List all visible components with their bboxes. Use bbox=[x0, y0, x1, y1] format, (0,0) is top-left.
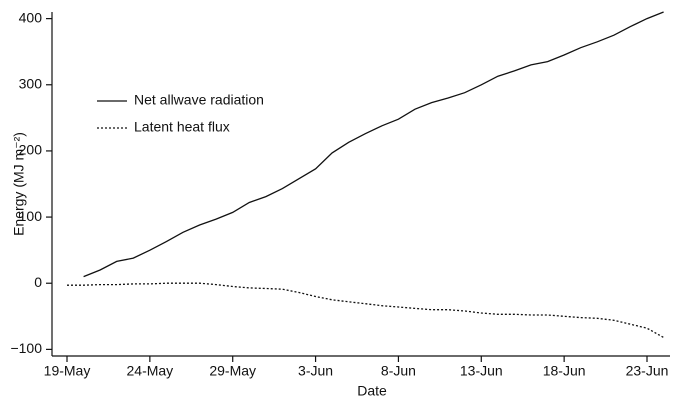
y-tick-label: 0 bbox=[34, 274, 42, 290]
x-tick-label: 8-Jun bbox=[381, 363, 416, 379]
x-tick-label: 18-Jun bbox=[543, 363, 586, 379]
y-tick-label: 200 bbox=[19, 142, 43, 158]
y-axis-label: Energy (MJ m⁻²) bbox=[11, 132, 27, 236]
y-tick-label: 400 bbox=[19, 9, 43, 25]
x-tick-label: 13-Jun bbox=[460, 363, 503, 379]
x-tick-label: 19-May bbox=[44, 363, 91, 379]
legend-label: Net allwave radiation bbox=[134, 92, 264, 108]
line-series bbox=[67, 282, 664, 339]
y-tick-label: −100 bbox=[10, 340, 42, 356]
x-axis-label: Date bbox=[357, 383, 387, 399]
y-tick-label: 100 bbox=[19, 208, 43, 224]
x-tick-label: 3-Jun bbox=[298, 363, 333, 379]
line-series bbox=[83, 11, 664, 278]
y-tick-label: 300 bbox=[19, 75, 43, 91]
x-tick-label: 24-May bbox=[127, 363, 174, 379]
legend-label: Latent heat flux bbox=[134, 119, 230, 135]
x-tick-label: 23-Jun bbox=[626, 363, 669, 379]
x-tick-label: 29-May bbox=[209, 363, 256, 379]
